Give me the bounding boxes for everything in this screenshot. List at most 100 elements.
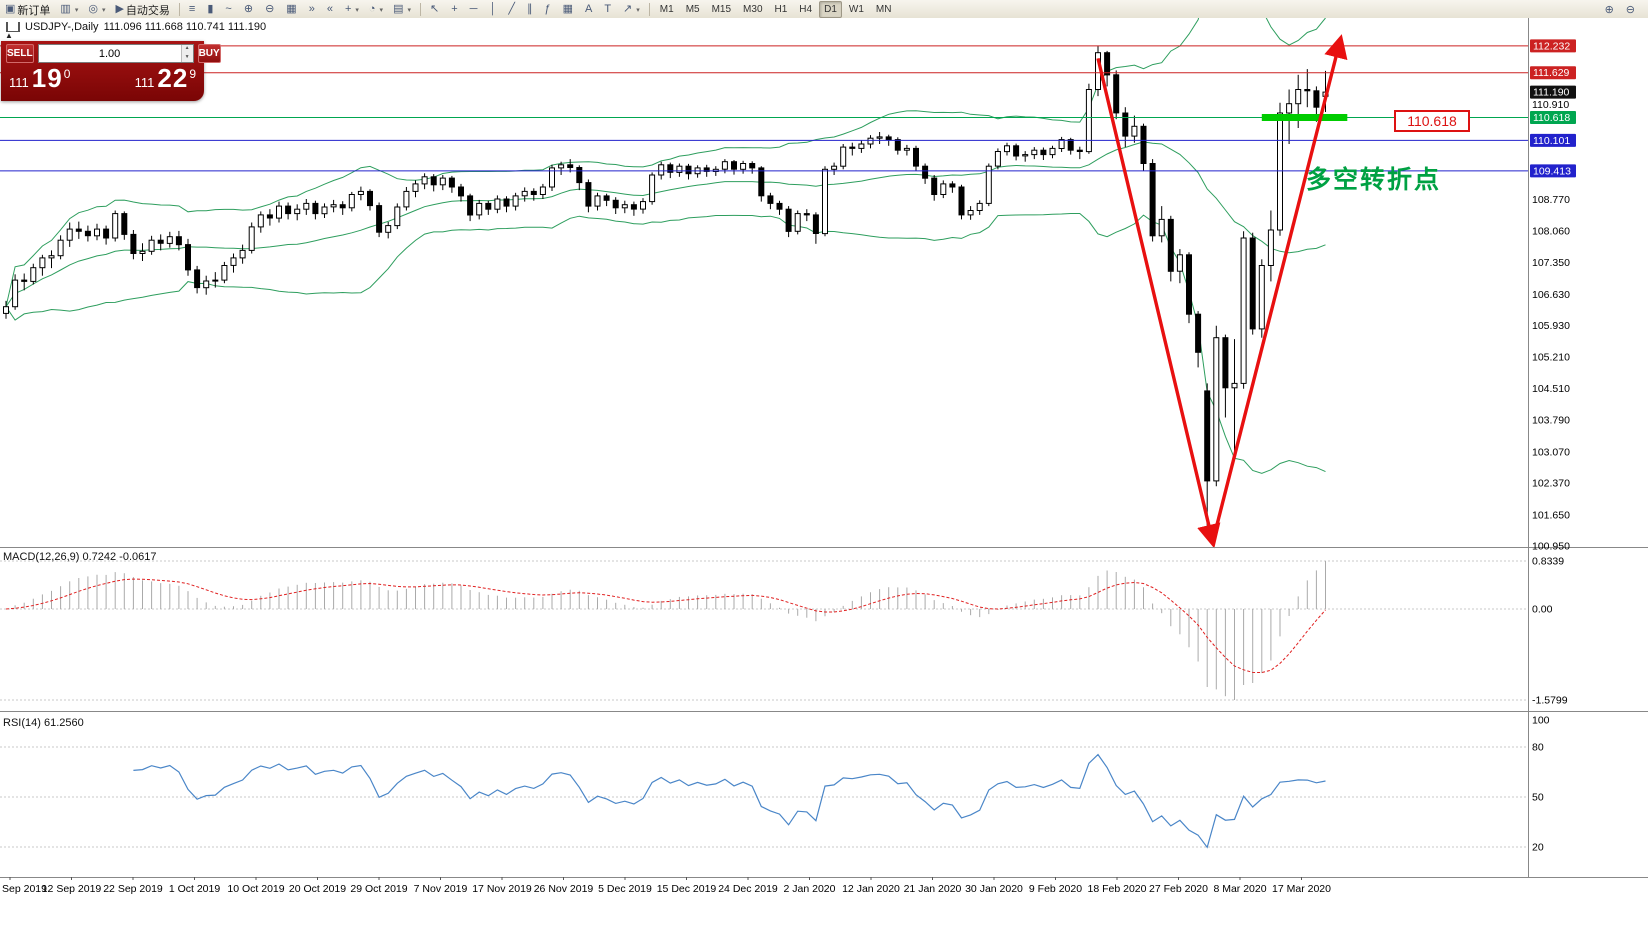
channel-button-icon: ∥	[526, 3, 533, 15]
price-badge	[1530, 133, 1576, 147]
volume-input[interactable]	[38, 45, 181, 62]
price-badge	[1530, 164, 1576, 178]
candlestick-icon[interactable]: ▮	[203, 1, 219, 19]
volume-up-icon[interactable]: ▲	[181, 45, 193, 54]
price-axis-label: 105.930	[1532, 320, 1570, 332]
periods-button-icon: ◔	[368, 3, 376, 15]
toolbar-right-group: ⊕ ⊖	[1600, 1, 1642, 19]
label-button-icon: T	[604, 3, 612, 15]
date-label: Sep 2019	[2, 883, 47, 895]
date-label: 22 Sep 2019	[103, 883, 163, 895]
shapes-button-icon: ↗	[623, 3, 633, 15]
timeframe-w1[interactable]: W1	[848, 4, 864, 15]
price-badge-label: 112.232	[1533, 40, 1570, 52]
volume-field: ▲ ▼	[37, 44, 194, 63]
timeframe-mn[interactable]: MN	[875, 4, 892, 15]
autotrading-button-label: 自动交易	[125, 4, 170, 17]
macd-axis-label: 0.00	[1532, 604, 1553, 616]
zoom-in-button-icon: ⊕	[243, 3, 254, 15]
templates-button-icon: ▤	[393, 3, 404, 15]
macd-values: 0.7242 -0.0617	[82, 551, 157, 563]
price-badge	[1530, 66, 1576, 80]
bid-prefix: 111	[9, 75, 29, 90]
bid-big-digits: 19	[31, 63, 63, 93]
tile-windows-button-icon: ▦	[286, 3, 297, 15]
date-label: 2 Jan 2020	[784, 883, 836, 895]
date-label: 9 Feb 2020	[1029, 883, 1082, 895]
zoom-out-button[interactable]: ⊖	[261, 1, 280, 19]
price-axis[interactable]: 110.910 108.770 108.060 107.350 106.630 105.9…	[1530, 39, 1576, 854]
periods-button[interactable]: ◔ ▾	[365, 1, 387, 19]
price-badge-label: 111.629	[1533, 67, 1570, 79]
timeframe-d1[interactable]: D1	[819, 1, 842, 18]
cursor-button[interactable]: ↖	[426, 1, 445, 19]
grid-button[interactable]: ▦	[559, 1, 579, 19]
timeframe-m30[interactable]: M30	[743, 4, 763, 15]
auto-scroll-button[interactable]: »	[305, 1, 321, 19]
price-badge-label: 110.101	[1533, 135, 1570, 147]
zoom-in-button[interactable]: ⊕	[240, 1, 259, 19]
turning-point-annotation[interactable]: 多空转折点	[1306, 166, 1442, 194]
shapes-button[interactable]: ↗ ▾	[619, 1, 644, 19]
date-label: 17 Nov 2019	[472, 883, 532, 895]
label-button[interactable]: T	[600, 1, 617, 19]
price-axis-label: 103.070	[1532, 447, 1570, 459]
new-order-button-icon: ▣	[5, 3, 16, 15]
zoom-in-right-button[interactable]: ⊕	[1601, 1, 1620, 19]
chevron-down-icon: ▾	[407, 6, 411, 14]
toolbar-separator	[178, 3, 180, 16]
trend-arrow[interactable]	[1211, 34, 1348, 543]
fibonacci-button[interactable]: ƒ	[540, 1, 556, 19]
price-annotation-box[interactable]: 110.618	[1394, 110, 1470, 132]
price-axis-label: 104.510	[1532, 383, 1570, 395]
support-zone[interactable]	[1261, 114, 1348, 121]
date-label: 12 Sep 2019	[42, 883, 102, 895]
indicators-button[interactable]: + ▾	[341, 1, 363, 19]
autotrading-button[interactable]: ▶ 自动交易	[111, 1, 173, 19]
new-order-button-label: 新订单	[17, 4, 51, 17]
text-button[interactable]: A	[581, 1, 598, 19]
crosshair-button[interactable]: +	[447, 1, 463, 19]
price-axis-label: 107.350	[1532, 257, 1570, 269]
timeframe-m15[interactable]: M15	[711, 4, 732, 15]
date-label: 7 Nov 2019	[414, 883, 468, 895]
volume-down-icon[interactable]: ▼	[181, 53, 193, 62]
channel-button[interactable]: ∥	[523, 1, 539, 19]
timeframe-h4[interactable]: H4	[799, 4, 813, 15]
candlestick-icon-icon: ▮	[207, 3, 214, 15]
timeframe-h1[interactable]: H1	[774, 4, 788, 15]
price-badge-label: 110.618	[1533, 112, 1570, 124]
horizontal-line-button[interactable]: ─	[466, 1, 484, 19]
vertical-line-button[interactable]: │	[485, 1, 502, 19]
date-label: 20 Oct 2019	[289, 883, 346, 895]
date-label: 24 Dec 2019	[718, 883, 778, 895]
ask-quote[interactable]: 111 22 9	[135, 65, 196, 91]
bid-quote[interactable]: 111 19 0	[9, 65, 70, 91]
chart-shift-button[interactable]: «	[323, 1, 339, 19]
chart-window-button[interactable]: ▥ ▾	[56, 1, 82, 19]
price-badge-label: 109.413	[1533, 165, 1571, 177]
price-chart[interactable]: 110.910 108.770 108.060 107.350 106.630 105.9…	[0, 18, 1648, 942]
templates-button[interactable]: ▤ ▾	[389, 1, 415, 19]
rsi-indicator-label: RSI(14) 61.2560	[3, 717, 84, 729]
line-chart-icon[interactable]: ~	[221, 1, 237, 19]
trend-arrow[interactable]	[1096, 58, 1221, 549]
text-button-icon: A	[584, 3, 593, 15]
new-order-button[interactable]: ▣ 新订单	[1, 1, 54, 19]
timeframe-m5[interactable]: M5	[685, 4, 700, 15]
vertical-line-button-icon: │	[489, 3, 497, 15]
zoom-out-right-button[interactable]: ⊖	[1622, 1, 1641, 19]
macd-axis-label: 0.8339	[1532, 556, 1564, 568]
collapse-trade-panel-icon[interactable]: ▲	[5, 31, 13, 40]
sell-button[interactable]: SELL	[6, 44, 34, 63]
buy-button[interactable]: BUY	[197, 44, 221, 63]
trendline-button[interactable]: ╱	[504, 1, 521, 19]
profiles-button[interactable]: ◎ ▾	[84, 1, 109, 19]
date-label: 29 Oct 2019	[350, 883, 407, 895]
rsi-axis-label: 80	[1532, 742, 1544, 754]
price-axis-label: 105.210	[1532, 352, 1570, 364]
bar-chart-icon[interactable]: ≡	[185, 1, 201, 19]
timeframe-m1[interactable]: M1	[659, 4, 674, 15]
tile-windows-button[interactable]: ▦	[282, 1, 302, 19]
